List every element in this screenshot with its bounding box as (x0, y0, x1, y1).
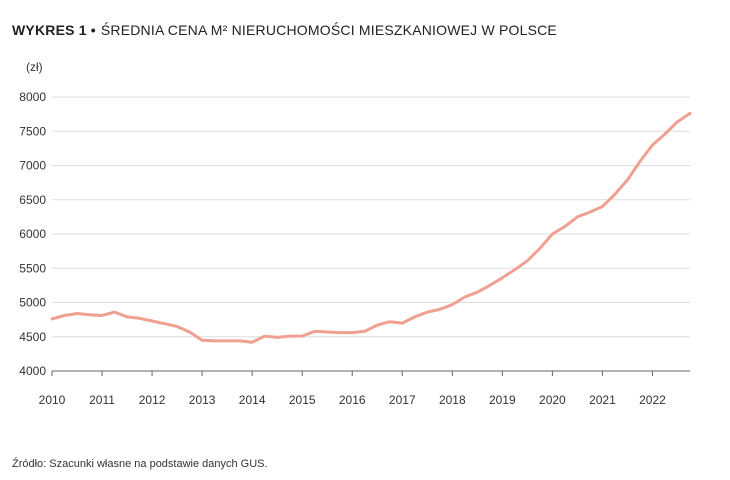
x-tick-label: 2013 (189, 393, 216, 407)
x-tick-label: 2015 (289, 393, 316, 407)
chart-title: ŚREDNIA CENA M² NIERUCHOMOŚCI MIESZKANIO… (100, 22, 557, 38)
y-tick-label: 8000 (19, 90, 46, 104)
y-tick-label: 5000 (19, 296, 46, 310)
y-tick-label: 4000 (19, 364, 46, 378)
x-tick-label: 2010 (39, 393, 66, 407)
x-tick-label: 2022 (639, 393, 666, 407)
x-tick-label: 2018 (439, 393, 466, 407)
source-note: Źródło: Szacunki własne na podstawie dan… (12, 458, 268, 470)
series-line (50, 111, 692, 344)
x-tick-label: 2016 (339, 393, 366, 407)
y-tick-label: 7500 (19, 124, 46, 138)
x-tick-label: 2011 (89, 393, 115, 407)
x-tick-label: 2021 (589, 393, 616, 407)
x-tick-label: 2012 (139, 393, 166, 407)
x-tick-label: 2020 (539, 393, 566, 407)
bullet-glyph: • (90, 22, 96, 38)
x-tick-label: 2017 (389, 393, 416, 407)
y-tick-label: 4500 (19, 330, 46, 344)
chart-number-label: WYKRES 1 (12, 22, 87, 38)
y-tick-label: 6500 (19, 193, 46, 207)
chart-header: WYKRES 1 • ŚREDNIA CENA M² NIERUCHOMOŚCI M… (12, 22, 557, 38)
x-tick-label: 2014 (239, 393, 266, 407)
y-tick-label: 6000 (19, 227, 46, 241)
x-tick-label: 2019 (489, 393, 516, 407)
y-tick-label: 5500 (19, 261, 46, 275)
y-tick-label: 7000 (19, 159, 46, 173)
y-axis-unit-label: (zł) (26, 60, 43, 74)
